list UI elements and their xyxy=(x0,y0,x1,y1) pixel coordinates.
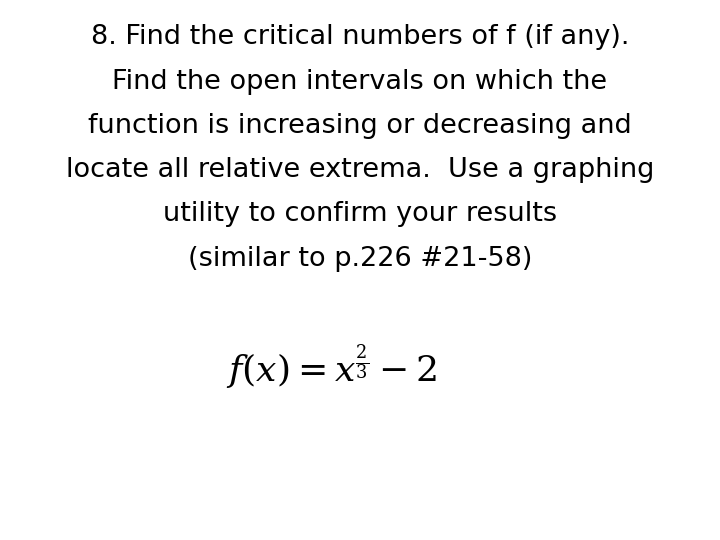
Text: utility to confirm your results: utility to confirm your results xyxy=(163,201,557,227)
Text: function is increasing or decreasing and: function is increasing or decreasing and xyxy=(88,113,632,139)
Text: Find the open intervals on which the: Find the open intervals on which the xyxy=(112,69,608,94)
Text: 8. Find the critical numbers of f (if any).: 8. Find the critical numbers of f (if an… xyxy=(91,24,629,50)
Text: (similar to p.226 #21-58): (similar to p.226 #21-58) xyxy=(188,246,532,272)
Text: $f(x) = x^{\frac{2}{3}} - 2$: $f(x) = x^{\frac{2}{3}} - 2$ xyxy=(226,342,436,392)
Text: locate all relative extrema.  Use a graphing: locate all relative extrema. Use a graph… xyxy=(66,157,654,183)
